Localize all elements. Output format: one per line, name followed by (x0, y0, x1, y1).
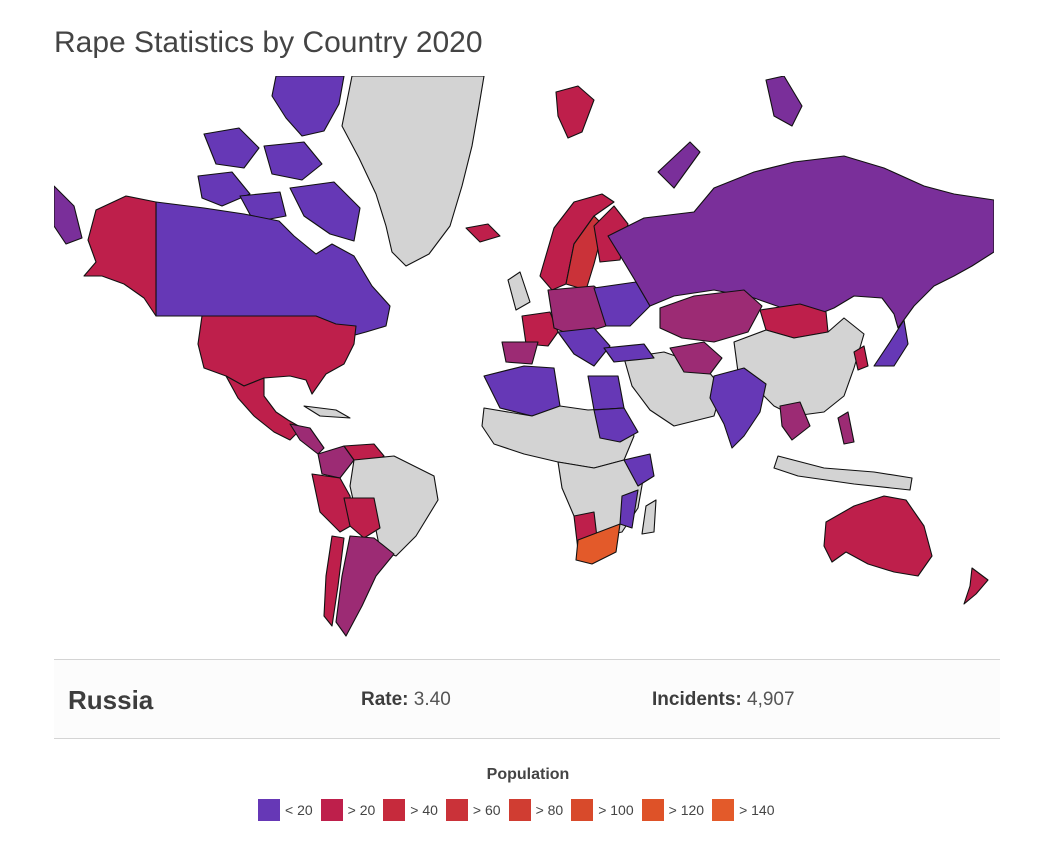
country-info-panel: Russia Rate: 3.40 Incidents: 4,907 (54, 659, 1000, 739)
country-sudan[interactable] (593, 407, 639, 443)
country-spain[interactable] (501, 341, 539, 365)
legend-item[interactable]: > 100 (571, 799, 634, 821)
legend-label: > 100 (598, 802, 634, 818)
rate-value: 3.40 (413, 689, 451, 710)
country-usa[interactable] (197, 315, 357, 395)
legend-swatch (712, 799, 735, 821)
country-russia-novaya-zemlya[interactable] (657, 141, 701, 189)
selected-country-name: Russia (68, 685, 154, 715)
country-uk[interactable] (507, 271, 531, 311)
country-iceland[interactable] (465, 223, 501, 243)
country-norway[interactable] (539, 193, 615, 291)
country-kazakhstan[interactable] (659, 289, 763, 343)
legend-label: > 140 (739, 802, 775, 818)
country-canada-islands-3[interactable] (263, 141, 323, 181)
incidents-value: 4,907 (747, 689, 795, 710)
country-chile[interactable] (323, 535, 345, 627)
country-cuba[interactable] (303, 405, 351, 419)
country-canada-islands-5[interactable] (289, 181, 361, 242)
legend-item[interactable]: < 20 (258, 799, 313, 821)
legend-swatch (445, 799, 468, 821)
legend-item[interactable]: > 40 (383, 799, 438, 821)
legend-swatch (508, 799, 531, 821)
country-france[interactable] (521, 311, 559, 347)
country-italy-balkans[interactable] (557, 327, 611, 367)
country-greenland[interactable] (341, 76, 485, 267)
country-japan[interactable] (873, 319, 909, 367)
legend-label: < 20 (285, 802, 313, 818)
country-india[interactable] (709, 367, 767, 449)
legend-item[interactable]: > 120 (641, 799, 705, 821)
country-philippines[interactable] (837, 411, 855, 445)
legend-label: > 120 (668, 802, 705, 818)
country-north-africa[interactable] (483, 365, 561, 417)
legend-swatch (641, 799, 664, 821)
rate-stat: Rate: 3.40 (361, 689, 451, 711)
country-indonesia[interactable] (773, 455, 913, 491)
country-canada-islands-6[interactable] (239, 191, 287, 223)
country-south-africa[interactable] (575, 523, 621, 565)
page-title: Rape Statistics by Country 2020 (54, 26, 483, 59)
legend-swatch (320, 799, 343, 821)
country-canada-islands-4[interactable] (197, 171, 251, 207)
incidents-stat: Incidents: 4,907 (652, 689, 795, 711)
legend-swatch (383, 799, 406, 821)
country-svalbard[interactable] (555, 85, 595, 139)
country-russia-chukotka[interactable] (54, 185, 83, 245)
country-new-zealand[interactable] (963, 567, 989, 605)
country-turkey[interactable] (603, 343, 655, 363)
country-mexico[interactable] (225, 375, 303, 441)
legend-swatch (571, 799, 594, 821)
country-south-korea[interactable] (853, 345, 869, 371)
country-mozambique[interactable] (619, 489, 639, 529)
country-argentina[interactable] (335, 535, 395, 637)
legend-label: > 80 (535, 802, 564, 818)
legend-label: > 40 (410, 802, 438, 818)
legend-title: Population (486, 766, 570, 783)
world-map (54, 76, 994, 646)
country-russia-north-island[interactable] (765, 76, 803, 127)
rate-label: Rate: (361, 689, 409, 710)
country-east-africa[interactable] (623, 453, 655, 487)
country-ukraine-region[interactable] (593, 281, 651, 327)
country-madagascar[interactable] (641, 499, 657, 535)
legend: < 20 > 20 > 40 > 60 > 80 > 100 > 120 > 140 (258, 799, 783, 821)
legend-item[interactable]: > 60 (445, 799, 501, 821)
legend-item[interactable]: > 140 (712, 799, 775, 821)
country-australia[interactable] (823, 495, 933, 577)
legend-label: > 20 (347, 802, 376, 818)
country-usa-alaska[interactable] (83, 195, 157, 317)
incidents-label: Incidents: (652, 689, 742, 710)
country-iran[interactable] (669, 341, 723, 375)
country-central-america[interactable] (289, 423, 325, 455)
country-canada-islands-2[interactable] (203, 127, 260, 169)
legend-label: > 60 (472, 802, 501, 818)
country-russia[interactable] (607, 155, 994, 329)
country-thailand-region[interactable] (779, 401, 811, 441)
legend-item[interactable]: > 20 (320, 799, 376, 821)
country-egypt[interactable] (587, 375, 625, 411)
country-canada-islands[interactable] (271, 76, 345, 137)
legend-item[interactable]: > 80 (508, 799, 564, 821)
legend-swatch (258, 799, 280, 821)
country-bolivia[interactable] (343, 497, 381, 539)
country-colombia[interactable] (317, 445, 355, 479)
